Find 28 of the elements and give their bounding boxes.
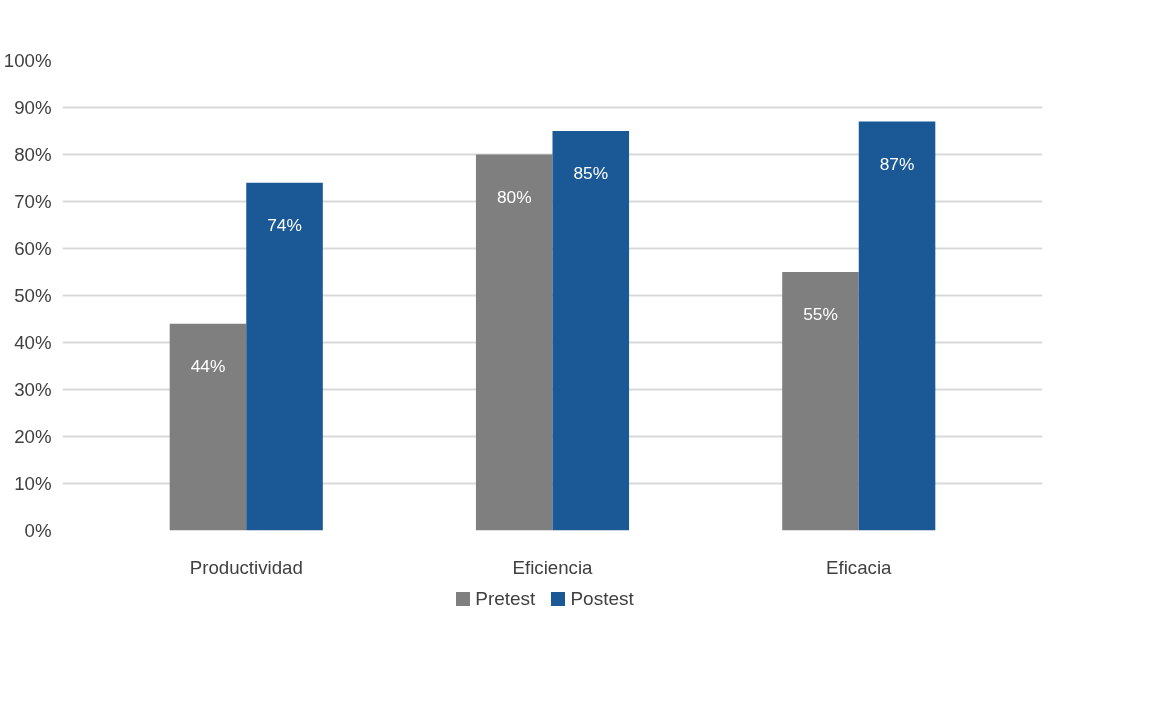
legend-label: Postest [570,587,634,611]
x-tick-label: Productividad [189,556,303,578]
y-tick-label: 10% [14,473,52,494]
y-tick-label: 40% [14,332,52,353]
bar [169,323,247,531]
y-tick-label: 100% [3,50,52,71]
bar [858,121,936,531]
y-tick-label: 50% [14,285,52,306]
y-tick-label: 0% [24,520,52,541]
y-tick-label: 90% [14,97,52,118]
data-label: 55% [803,304,838,325]
y-tick-label: 60% [14,238,52,259]
y-tick-label: 20% [14,426,52,447]
data-label: 44% [190,356,226,376]
bar [246,182,323,531]
data-label: 80% [496,186,532,207]
x-tick-label: Eficacia [826,556,893,578]
data-label: 74% [267,215,302,235]
y-tick-label: 30% [14,379,52,400]
legend-label: Pretest [475,587,536,611]
data-label: 85% [573,163,609,184]
y-tick-label: 70% [14,191,52,212]
bar [552,131,630,531]
bar [475,154,553,531]
y-tick-label: 80% [14,144,52,165]
data-label: 87% [879,153,915,174]
bar [782,272,859,531]
x-tick-label: Eficiencia [512,556,594,578]
